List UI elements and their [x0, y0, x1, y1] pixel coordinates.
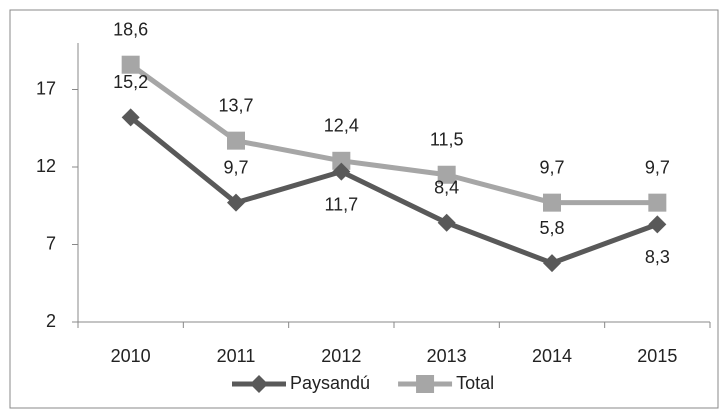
- x-tick-label: 2012: [321, 346, 361, 366]
- marker: [437, 165, 456, 184]
- x-tick-label: 2015: [637, 346, 677, 366]
- y-tick-label: 7: [46, 233, 56, 253]
- marker: [416, 375, 435, 393]
- legend-label: Paysandú: [290, 373, 370, 393]
- marker: [543, 254, 561, 273]
- marker: [121, 108, 140, 127]
- y-tick-label: 2: [46, 311, 56, 331]
- data-label: 11,5: [430, 130, 464, 150]
- y-tick-label: 12: [36, 156, 56, 176]
- series-line: [129, 62, 658, 206]
- data-label: 11,7: [324, 194, 358, 214]
- data-label: 9,7: [223, 157, 248, 177]
- x-tick-label: 2013: [427, 346, 467, 366]
- data-label: 13,7: [218, 95, 253, 115]
- x-tick-label: 2010: [111, 346, 151, 366]
- marker: [250, 375, 268, 393]
- marker: [648, 193, 667, 212]
- y-tick-label: 17: [36, 78, 56, 98]
- x-tick-label: 2011: [217, 346, 256, 366]
- marker: [227, 131, 245, 150]
- data-label: 18,6: [113, 19, 148, 39]
- marker: [437, 213, 456, 232]
- data-label: 9,7: [645, 157, 670, 177]
- marker: [648, 215, 667, 234]
- data-label: 12,4: [324, 116, 359, 136]
- legend-label: Total: [456, 373, 494, 393]
- series-line: [129, 115, 659, 266]
- data-label: 15,2: [113, 72, 148, 92]
- data-label: 5,8: [539, 218, 564, 238]
- marker: [332, 162, 351, 181]
- chart-border: [9, 9, 719, 409]
- marker: [227, 193, 245, 212]
- marker: [121, 55, 140, 74]
- marker: [543, 193, 561, 212]
- marker: [332, 151, 351, 170]
- x-tick-label: 2014: [532, 346, 572, 366]
- data-label: 8,4: [434, 178, 459, 198]
- data-label: 8,3: [645, 247, 670, 267]
- data-label: 9,7: [539, 157, 564, 177]
